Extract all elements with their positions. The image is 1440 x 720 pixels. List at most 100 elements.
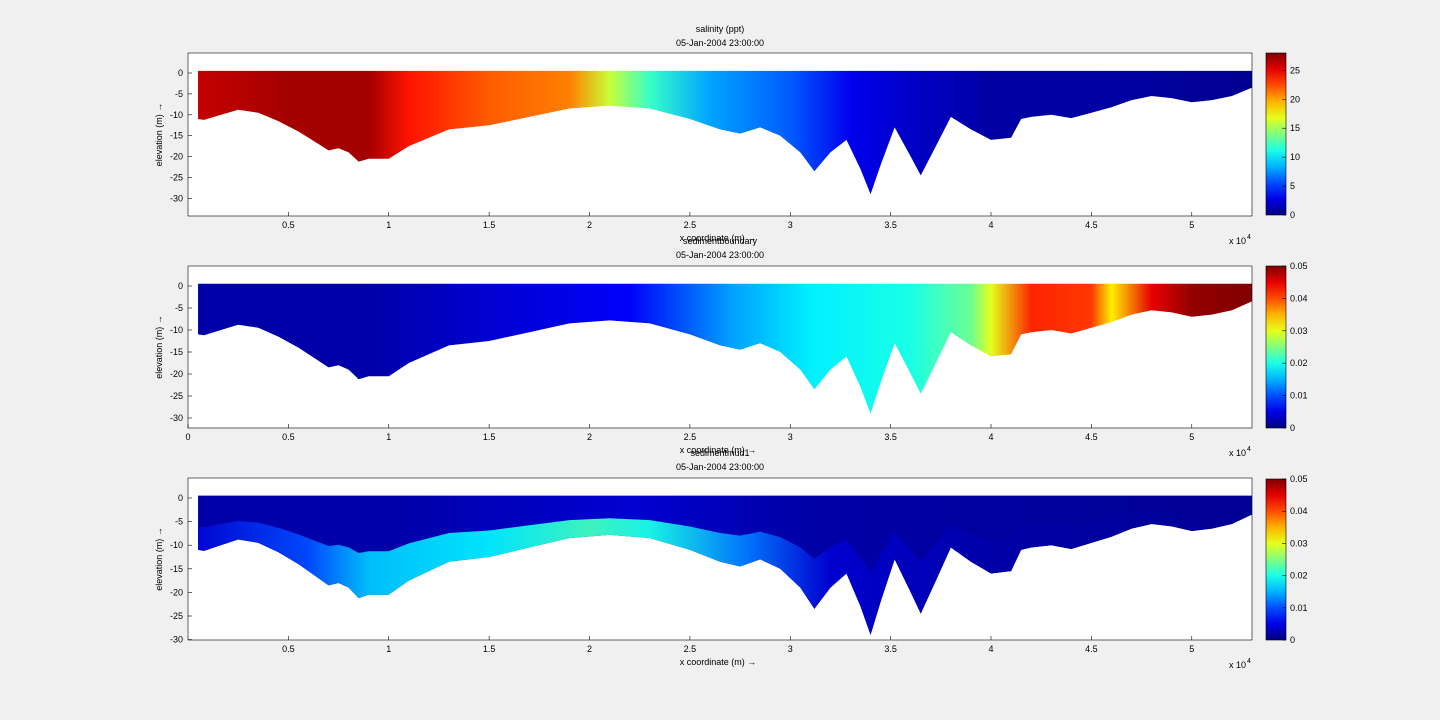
colorbar-scale (1265, 52, 1287, 216)
panel-sedimentmud1: sedimentmud1 05-Jan-2004 23:00:00 0.5 1 1.5 2… (154, 448, 1308, 670)
y-axis-label: elevation (m) → (154, 315, 164, 379)
x-tick-label: 2 (587, 220, 592, 230)
colorbar: 0 5 10 15 20 25 (1265, 52, 1300, 220)
y-tick-label: 0 (178, 493, 183, 503)
y-axis-label: elevation (m) → (154, 103, 164, 167)
x-tick-label: 1 (386, 220, 391, 230)
colorbar-tick-label: 10 (1290, 152, 1300, 162)
x-tick-label: 1 (386, 432, 391, 442)
y-tick-label: -30 (170, 635, 183, 645)
colorbar-tick-label: 0.03 (1290, 538, 1308, 548)
water-column-fill (198, 70, 1253, 195)
colorbar-tick-label: 20 (1290, 94, 1300, 104)
x-tick-label: 2.5 (684, 220, 697, 230)
x-tick-label: 0 (185, 432, 190, 442)
colorbar-tick-label: 0.04 (1290, 506, 1308, 516)
x-axis-multiplier-exponent: 4 (1247, 234, 1251, 241)
colorbar-tick-label: 0.02 (1290, 358, 1308, 368)
x-tick-label: 1 (386, 644, 391, 654)
water-column-fill (198, 283, 1253, 414)
x-tick-label: 3.5 (884, 644, 897, 654)
x-tick-label: 4.5 (1085, 220, 1098, 230)
panel-sedimentboundary: sedimentboundary 05-Jan-2004 23:00:00 0 0.5… (154, 236, 1308, 458)
y-tick-label: -15 (170, 131, 183, 141)
colorbar-tick-label: 25 (1290, 65, 1300, 75)
colorbar-tick-label: 0.01 (1290, 391, 1308, 401)
x-tick-label: 3.5 (884, 432, 897, 442)
x-tick-label: 0.5 (282, 220, 295, 230)
x-tick-label: 2 (587, 644, 592, 654)
y-tick-label: -10 (170, 325, 183, 335)
x-tick-label: 4 (989, 432, 994, 442)
x-tick-label: 3 (788, 432, 793, 442)
x-tick-label: 4.5 (1085, 644, 1098, 654)
x-tick-label: 2.5 (684, 432, 697, 442)
panel-salinity: salinity (ppt) 05-Jan-2004 23:00:00 0.5 1 1.… (154, 24, 1300, 246)
y-tick-label: -25 (170, 611, 183, 621)
x-tick-label: 0.5 (282, 432, 295, 442)
colorbar-tick-label: 0.01 (1290, 603, 1308, 613)
y-tick-label: -10 (170, 540, 183, 550)
panel-title: sedimentmud1 (690, 448, 749, 458)
y-tick-label: -20 (170, 152, 183, 162)
panel-timestamp: 05-Jan-2004 23:00:00 (676, 462, 764, 472)
x-tick-label: 5 (1189, 220, 1194, 230)
colorbar-tick-label: 0.04 (1290, 293, 1308, 303)
x-axis-multiplier-exponent: 4 (1247, 658, 1251, 665)
x-axis-multiplier: x 10 (1229, 660, 1246, 670)
x-axis-label: x coordinate (m) → (680, 233, 757, 243)
x-tick-label: 3 (788, 220, 793, 230)
x-axis-multiplier-exponent: 4 (1247, 446, 1251, 453)
y-tick-label: -20 (170, 369, 183, 379)
x-tick-label: 3 (788, 644, 793, 654)
x-tick-label: 4 (989, 220, 994, 230)
x-tick-label: 4 (989, 644, 994, 654)
colorbar-tick-label: 5 (1290, 181, 1295, 191)
x-tick-label: 0.5 (282, 644, 295, 654)
y-axis-label: elevation (m) → (154, 527, 164, 591)
x-axis-multiplier: x 10 (1229, 448, 1246, 458)
y-tick-label: -5 (175, 89, 183, 99)
y-tick-label: -5 (175, 303, 183, 313)
water-column-fill (198, 495, 1253, 635)
x-tick-label: 1.5 (483, 432, 496, 442)
x-axis-label: x coordinate (m) → (680, 445, 757, 455)
y-tick-label: -30 (170, 413, 183, 423)
panel-timestamp: 05-Jan-2004 23:00:00 (676, 250, 764, 260)
colorbar-tick-label: 0 (1290, 423, 1295, 433)
axes-frame (187, 52, 1253, 217)
x-tick-label: 5 (1189, 432, 1194, 442)
colorbar: 0 0.01 0.02 0.03 0.04 0.05 (1265, 261, 1308, 433)
y-tick-label: 0 (178, 68, 183, 78)
colorbar-tick-label: 0 (1290, 210, 1295, 220)
x-axis-label: x coordinate (m) → (680, 657, 757, 667)
y-tick-label: -20 (170, 587, 183, 597)
colorbar-tick-label: 0 (1290, 635, 1295, 645)
panel-timestamp: 05-Jan-2004 23:00:00 (676, 38, 764, 48)
y-tick-label: 0 (178, 281, 183, 291)
y-tick-label: -15 (170, 564, 183, 574)
y-tick-label: -15 (170, 347, 183, 357)
panel-title: salinity (ppt) (696, 24, 745, 34)
colorbar-tick-label: 0.02 (1290, 571, 1308, 581)
x-tick-label: 2 (587, 432, 592, 442)
colorbar-tick-label: 0.05 (1290, 261, 1308, 271)
axes-frame (187, 265, 1253, 429)
axes-frame (187, 477, 1253, 641)
colorbar-scale (1265, 265, 1287, 429)
colorbar-tick-label: 0.05 (1290, 474, 1308, 484)
y-tick-label: -10 (170, 110, 183, 120)
x-tick-label: 5 (1189, 644, 1194, 654)
x-tick-label: 4.5 (1085, 432, 1098, 442)
y-tick-label: -5 (175, 517, 183, 527)
x-tick-label: 2.5 (684, 644, 697, 654)
near-bed-concentration-fill (198, 507, 1253, 635)
colorbar-scale (1265, 478, 1287, 641)
panel-title: sedimentboundary (683, 236, 758, 246)
x-axis-multiplier: x 10 (1229, 236, 1246, 246)
x-tick-label: 1.5 (483, 220, 496, 230)
colorbar-tick-label: 15 (1290, 123, 1300, 133)
y-tick-label: -30 (170, 193, 183, 203)
y-tick-label: -25 (170, 391, 183, 401)
